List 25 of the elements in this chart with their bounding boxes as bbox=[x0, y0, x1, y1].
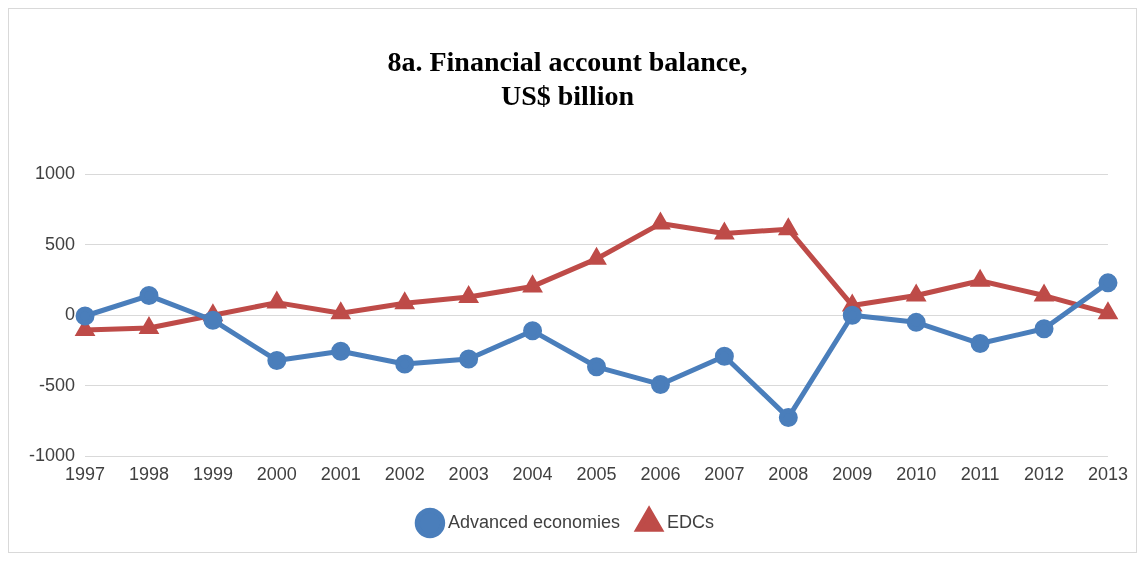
y-tick-label: 0 bbox=[65, 304, 76, 325]
x-tick-label: 2004 bbox=[512, 464, 553, 485]
x-tick-label: 1997 bbox=[65, 464, 106, 485]
x-tick-label: 2001 bbox=[320, 464, 361, 485]
y-tick-label: -500 bbox=[39, 374, 76, 395]
x-tick-label: 2009 bbox=[832, 464, 873, 485]
y-tick-label: -1000 bbox=[28, 445, 76, 466]
x-tick-label: 2013 bbox=[1087, 464, 1128, 485]
y-tick-label: 1000 bbox=[34, 163, 76, 184]
x-tick-label: 1999 bbox=[192, 464, 233, 485]
x-tick-label: 2008 bbox=[768, 464, 809, 485]
chart-title: 8a. Financial account balance, US$ billion bbox=[387, 46, 748, 111]
x-tick-label: 2000 bbox=[256, 464, 297, 485]
x-tick-label: 2006 bbox=[640, 464, 681, 485]
x-tick-label: 2005 bbox=[576, 464, 617, 485]
x-tick-label: 2007 bbox=[704, 464, 745, 485]
x-tick-label: 2003 bbox=[448, 464, 489, 485]
x-tick-label: 2002 bbox=[384, 464, 425, 485]
x-tick-label: 2010 bbox=[896, 464, 937, 485]
legend-label: EDCs bbox=[667, 511, 715, 532]
y-tick-label: 500 bbox=[44, 233, 76, 254]
x-tick-label: 2012 bbox=[1024, 464, 1065, 485]
x-tick-label: 2011 bbox=[960, 464, 1000, 485]
x-tick-label: 1998 bbox=[128, 464, 169, 485]
legend-label: Advanced economies bbox=[447, 511, 621, 532]
